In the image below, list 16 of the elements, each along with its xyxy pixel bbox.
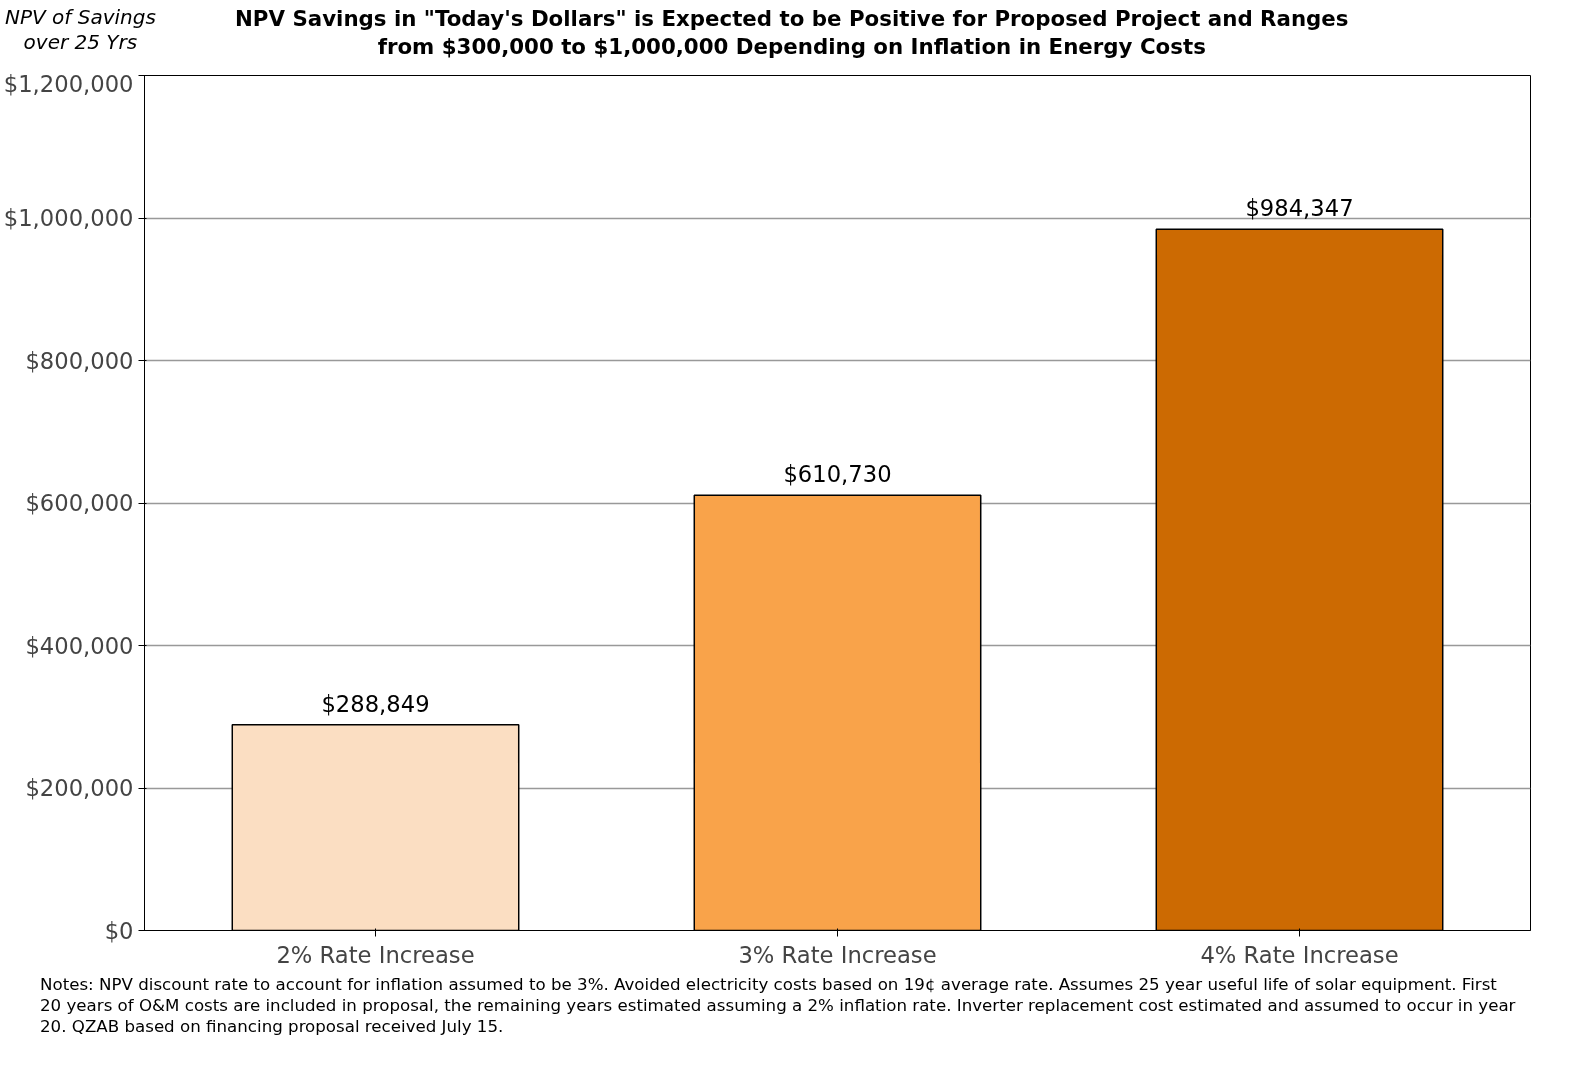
chart-title: NPV Savings in "Today's Dollars" is Expected to be Positive for Proposed Project and Ranges from $300,000 to $1,000,000 Depending on Inflation in Energy Costs bbox=[235, 5, 1349, 61]
y-tick-label: $200,000 bbox=[25, 775, 134, 801]
y-tick-label: $800,000 bbox=[25, 347, 134, 374]
y-tick-label: $600,000 bbox=[25, 490, 134, 516]
y-tick-label: $1,200,000 bbox=[3, 70, 134, 97]
y-tick-label: $400,000 bbox=[25, 632, 134, 659]
y-axis-title: NPV of Savings over 25 Yrs bbox=[5, 5, 156, 55]
x-tick-label: 3% Rate Increase bbox=[738, 941, 937, 968]
text: Notes: NPV discount rate to account for inflation assumed to be 3%. Avoided electricity costs based on 19¢ average rate. Assumes 25 year useful life of solar equipment. First 20 years of O&M costs are included in proposal, the remaining years estimated assuming a 2% inflation rate. Inverter replacement cost estimated and assumed to occur in year 20. QZAB based on financing proposal received July 15. bbox=[40, 975, 1517, 1038]
data-label: $610,730 bbox=[783, 461, 892, 488]
y-tick-label: $1,000,000 bbox=[3, 205, 134, 231]
y-tick-label: $0 bbox=[104, 917, 134, 944]
x-tick-label: 4% Rate Increase bbox=[1200, 941, 1399, 968]
x-tick-label: 2% Rate Increase bbox=[276, 941, 475, 968]
data-label: $984,347 bbox=[1245, 195, 1354, 222]
data-label: $288,849 bbox=[321, 690, 430, 717]
